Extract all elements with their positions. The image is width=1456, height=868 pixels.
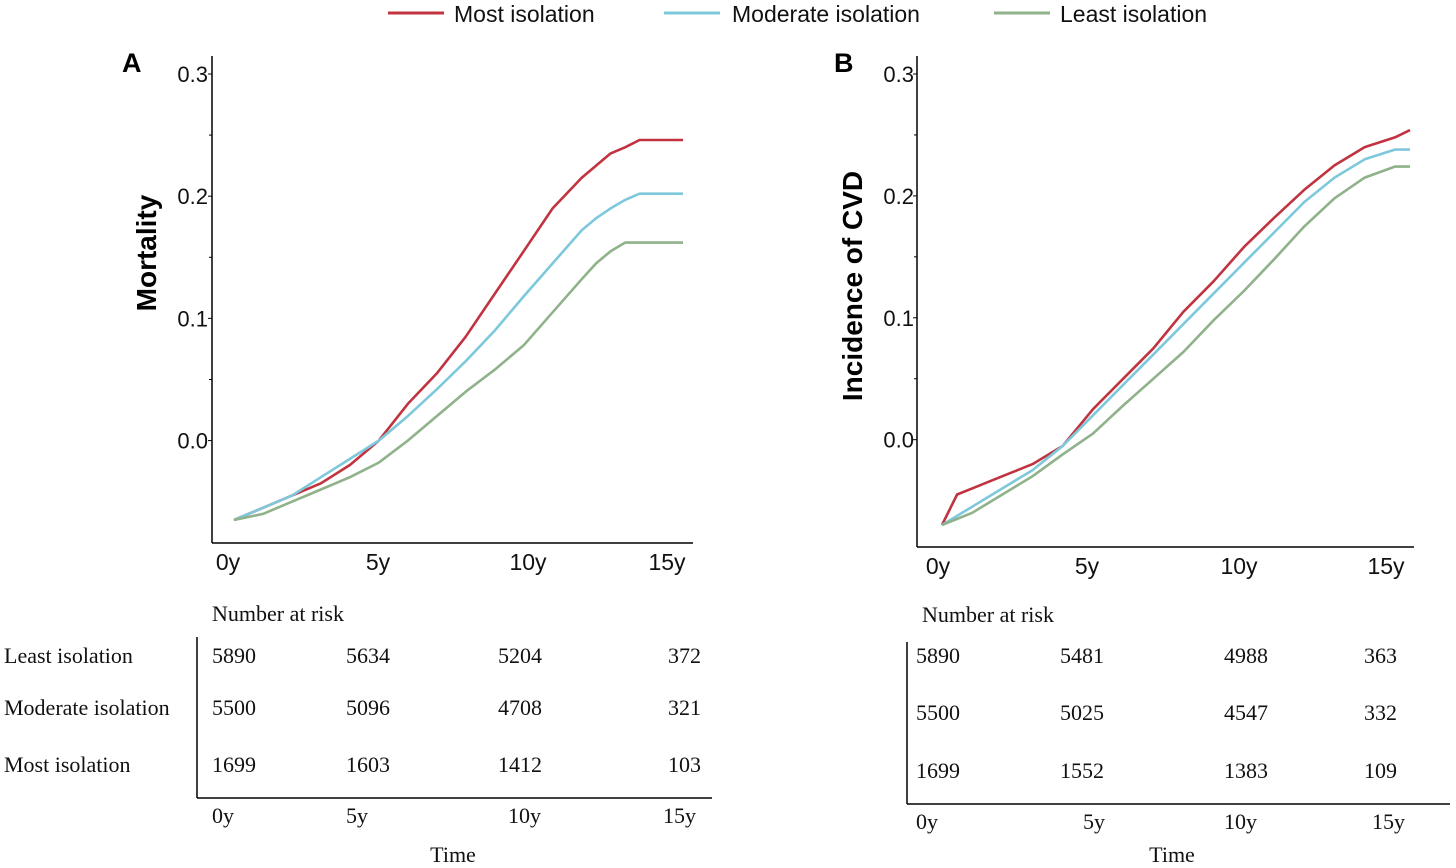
risk-table-title: Number at risk — [212, 601, 344, 626]
y-tick-label: 0.3 — [177, 62, 208, 87]
series-line-moderate-isolation — [233, 192, 683, 522]
series-line-moderate-isolation — [941, 148, 1410, 527]
risk-table-cell: 1699 — [212, 752, 256, 777]
risk-table-cell: 1412 — [498, 752, 542, 777]
y-tick-label: 0.2 — [177, 184, 208, 209]
risk-table-x-title: Time — [430, 842, 476, 867]
legend-label: Moderate isolation — [732, 1, 920, 27]
x-tick-label: 5y — [1075, 553, 1100, 579]
risk-table-group-label: Most isolation — [4, 752, 131, 777]
series-line-most-isolation — [233, 138, 683, 522]
risk-table-group-label: Moderate isolation — [4, 695, 170, 720]
legend-label: Most isolation — [454, 1, 595, 27]
y-axis-title: Mortality — [131, 194, 162, 311]
y-tick-label: 0.0 — [177, 429, 208, 454]
x-tick-label: 0y — [926, 553, 951, 579]
risk-table-x-title: Time — [1149, 842, 1195, 867]
risk-table-cell: 5500 — [212, 695, 256, 720]
risk-table-cell: 321 — [668, 695, 701, 720]
x-tick-label: 10y — [509, 549, 547, 575]
y-tick-label: 0.3 — [883, 62, 914, 87]
risk-table-time-label: 5y — [346, 803, 368, 828]
risk-table-time-label: 0y — [916, 809, 938, 834]
risk-table-time-label: 10y — [1224, 809, 1257, 834]
risk-table-cell: 372 — [668, 643, 701, 668]
risk-table-cell: 1552 — [1060, 758, 1104, 783]
risk-table-cell: 109 — [1364, 758, 1397, 783]
risk-table-time-label: 15y — [663, 803, 696, 828]
risk-table-time-label: 5y — [1083, 809, 1105, 834]
series-line-most-isolation — [940, 128, 1411, 526]
risk-table-cell: 363 — [1364, 643, 1397, 668]
x-tick-label: 10y — [1220, 553, 1258, 579]
risk-table-cell: 4988 — [1224, 643, 1268, 668]
risk-table-cell: 4708 — [498, 695, 542, 720]
risk-table-time-label: 15y — [1372, 809, 1405, 834]
x-tick-label: 0y — [216, 549, 241, 575]
series-line-least-isolation — [941, 165, 1410, 527]
legend: Most isolation Moderate isolation Least is… — [388, 1, 1207, 27]
y-axis-title: Incidence of CVD — [837, 171, 868, 401]
risk-table-time-label: 10y — [508, 803, 541, 828]
risk-table-cell: 5204 — [498, 643, 542, 668]
panel-b: B Incidence of CVD 0.0 0.1 0.2 0.3 0y 5y 10y 15y N… — [834, 48, 1450, 867]
risk-table-cell: 103 — [668, 752, 701, 777]
panel-label: B — [834, 48, 854, 78]
y-tick-label: 0.1 — [883, 306, 914, 331]
risk-table-cell: 5025 — [1060, 700, 1104, 725]
risk-table-group-label: Least isolation — [4, 643, 133, 668]
risk-table-title: Number at risk — [922, 602, 1054, 627]
risk-table-cell: 1699 — [916, 758, 960, 783]
x-tick-label: 5y — [366, 549, 391, 575]
risk-table-cell: 5890 — [212, 643, 256, 668]
risk-table-cell: 5634 — [346, 643, 390, 668]
risk-table-time-label: 0y — [212, 803, 234, 828]
y-tick-label: 0.2 — [883, 184, 914, 209]
risk-table-cell: 1603 — [346, 752, 390, 777]
series-line-least-isolation — [233, 241, 683, 522]
panel-a: A Mortality 0.0 0.1 0.2 0.3 0y 5y 10y 15y Number a… — [4, 48, 712, 867]
panel-label: A — [122, 48, 142, 78]
x-tick-label: 15y — [648, 549, 686, 575]
risk-table-cell: 5096 — [346, 695, 390, 720]
x-tick-label: 15y — [1367, 553, 1405, 579]
risk-table-cell: 5500 — [916, 700, 960, 725]
risk-table-cell: 332 — [1364, 700, 1397, 725]
risk-table-cell: 4547 — [1224, 700, 1268, 725]
risk-table-cell: 5481 — [1060, 643, 1104, 668]
legend-label: Least isolation — [1060, 1, 1207, 27]
y-tick-label: 0.0 — [883, 428, 914, 453]
y-tick-label: 0.1 — [177, 306, 208, 331]
risk-table-cell: 1383 — [1224, 758, 1268, 783]
risk-table-cell: 5890 — [916, 643, 960, 668]
